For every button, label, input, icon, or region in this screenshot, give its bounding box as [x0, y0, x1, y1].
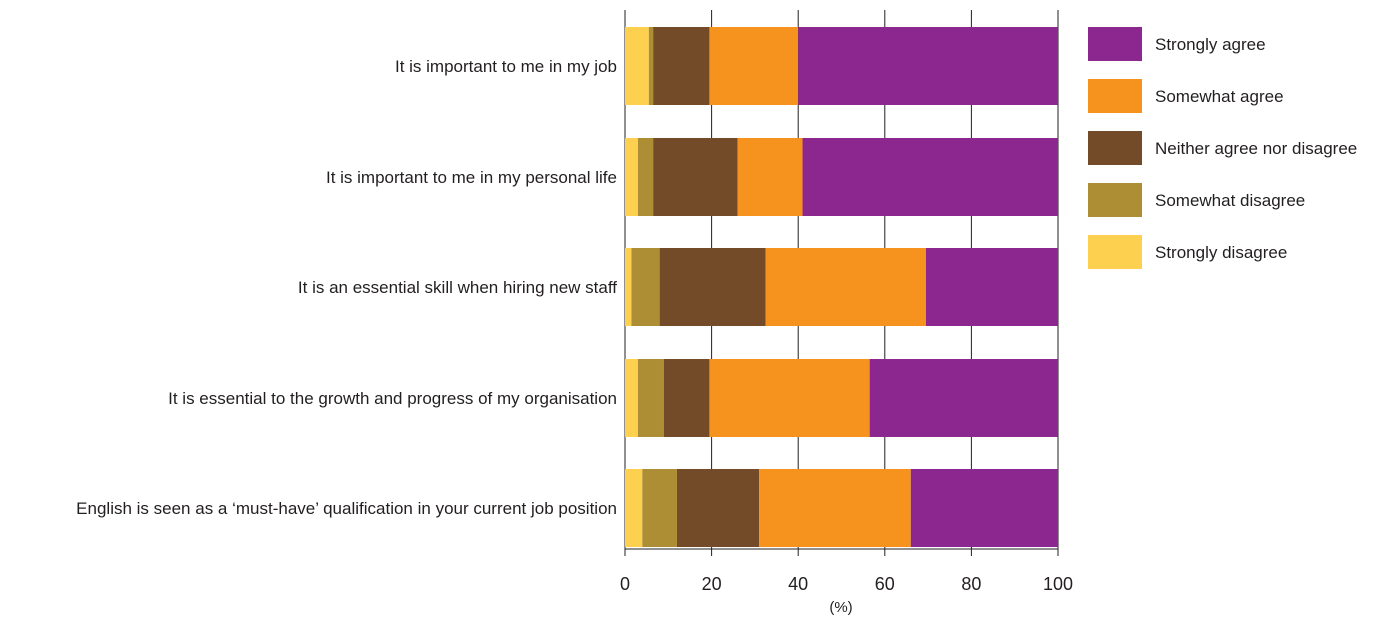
- x-tick-label: 100: [1043, 574, 1073, 594]
- legend-swatch-somewhat-disagree: [1088, 183, 1142, 217]
- bar-segment-4-neither-agree-nor-disagree: [663, 359, 710, 437]
- legend: Strongly agree Somewhat agree Neither agre…: [1088, 27, 1357, 269]
- x-tick-label: 80: [961, 574, 981, 594]
- bar-segment-4-strongly-agree: [869, 359, 1058, 437]
- legend-swatch-neither-agree-nor-disagree: [1088, 131, 1142, 165]
- x-axis: 0 20 40 60 80 100 (%): [620, 548, 1073, 616]
- bar-segment-3-strongly-agree: [925, 248, 1058, 326]
- category-label: It is important to me in my personal lif…: [326, 168, 617, 187]
- bar-segment-1-somewhat-disagree: [648, 27, 654, 105]
- bar-segment-5-strongly-agree: [910, 469, 1058, 547]
- legend-label: Strongly disagree: [1155, 243, 1287, 262]
- category-labels: It is important to me in my job It is imp…: [76, 57, 617, 518]
- bar-segment-3-strongly-disagree: [625, 248, 632, 326]
- legend-label: Neither agree nor disagree: [1155, 139, 1357, 158]
- legend-swatch-strongly-agree: [1088, 27, 1142, 61]
- x-tick-label: 0: [620, 574, 630, 594]
- x-axis-title: (%): [829, 599, 852, 616]
- bar-segment-4-somewhat-agree: [709, 359, 870, 437]
- legend-swatch-somewhat-agree: [1088, 79, 1142, 113]
- bar-segment-5-somewhat-disagree: [642, 469, 677, 547]
- bar-segment-2-strongly-agree: [802, 138, 1058, 216]
- x-tick-label: 60: [875, 574, 895, 594]
- bar-segment-5-somewhat-agree: [759, 469, 911, 547]
- bar-segment-2-neither-agree-nor-disagree: [653, 138, 738, 216]
- category-label: It is an essential skill when hiring new…: [298, 278, 617, 297]
- legend-label: Somewhat disagree: [1155, 191, 1305, 210]
- bar-segment-3-neither-agree-nor-disagree: [659, 248, 766, 326]
- category-label: It is essential to the growth and progre…: [168, 389, 617, 408]
- legend-label: Strongly agree: [1155, 35, 1266, 54]
- legend-swatch-strongly-disagree: [1088, 235, 1142, 269]
- legend-label: Somewhat agree: [1155, 87, 1284, 106]
- category-label: English is seen as a ‘must-have’ qualifi…: [76, 499, 617, 518]
- bar-segment-3-somewhat-agree: [765, 248, 926, 326]
- bar-segment-5-neither-agree-nor-disagree: [676, 469, 760, 547]
- category-label: It is important to me in my job: [395, 57, 617, 76]
- bar-segment-4-strongly-disagree: [625, 359, 638, 437]
- bar-segment-5-strongly-disagree: [625, 469, 643, 547]
- x-tick-label: 40: [788, 574, 808, 594]
- bar-segment-2-somewhat-disagree: [637, 138, 654, 216]
- x-tick-label: 20: [702, 574, 722, 594]
- bars: [625, 27, 1058, 547]
- bar-segment-2-somewhat-agree: [737, 138, 803, 216]
- bar-segment-4-somewhat-disagree: [637, 359, 664, 437]
- bar-segment-1-strongly-agree: [798, 27, 1058, 105]
- bar-segment-3-somewhat-disagree: [631, 248, 660, 326]
- bar-segment-1-somewhat-agree: [709, 27, 799, 105]
- bar-segment-1-strongly-disagree: [625, 27, 649, 105]
- bar-segment-1-neither-agree-nor-disagree: [653, 27, 710, 105]
- bar-segment-2-strongly-disagree: [625, 138, 638, 216]
